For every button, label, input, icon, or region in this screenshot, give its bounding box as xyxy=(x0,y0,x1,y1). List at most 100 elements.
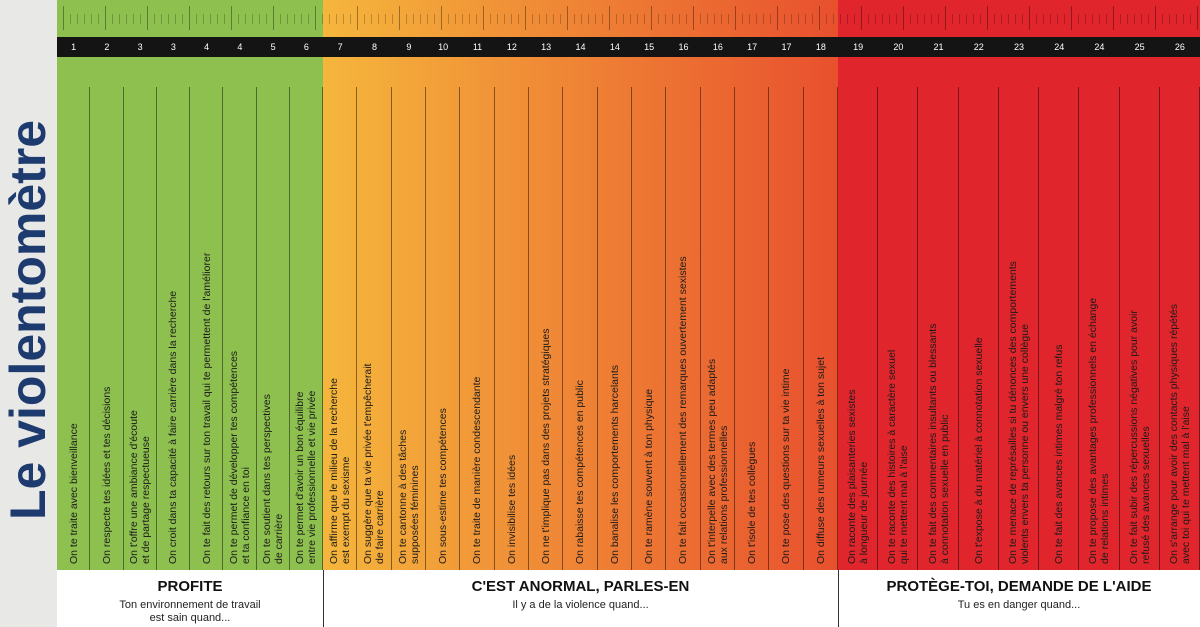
footer-divider xyxy=(323,570,324,627)
behaviour-text: On affirme que le milieu de la recherche… xyxy=(328,378,353,564)
behaviour-text: On te menace de représailles si tu dénon… xyxy=(1006,261,1031,564)
behaviour-column: On diffuse des rumeurs sexuelles à ton s… xyxy=(804,57,838,570)
ruler-tick xyxy=(448,14,449,24)
ruler-tick xyxy=(154,14,155,24)
ruler-tick xyxy=(686,14,687,24)
ruler-tick xyxy=(210,14,211,24)
scale-number: 13 xyxy=(541,42,552,52)
scale-number: 17 xyxy=(747,42,758,52)
ruler-tick xyxy=(826,14,827,24)
ruler-tick xyxy=(903,6,904,30)
ruler-tick xyxy=(889,14,890,24)
behaviour-text: On te permet de développer tes compétenc… xyxy=(227,350,252,564)
ruler-tick xyxy=(336,14,337,24)
ruler-tick xyxy=(1141,14,1142,24)
ruler-tick xyxy=(994,14,995,24)
ruler-tick xyxy=(833,14,834,24)
ruler-tick xyxy=(882,14,883,24)
behaviour-text: On te cantonne à des tâches supposées fé… xyxy=(396,429,421,564)
column-divider xyxy=(222,87,224,570)
ruler-tick xyxy=(238,14,239,24)
ruler-tick xyxy=(567,6,568,30)
zone-subtitle: Tu es en danger quand... xyxy=(957,599,1081,611)
scale-number: 23 xyxy=(1013,42,1024,52)
ruler-tick xyxy=(1162,14,1163,24)
ruler-tick xyxy=(476,14,477,24)
ruler-tick xyxy=(175,14,176,24)
ruler-tick xyxy=(700,14,701,24)
ruler-tick xyxy=(1148,14,1149,24)
ruler-tick xyxy=(70,14,71,24)
scale-number: 5 xyxy=(270,42,276,52)
column-divider xyxy=(836,87,838,570)
ruler-tick xyxy=(1064,14,1065,24)
behaviour-column: On affirme que le milieu de la recherche… xyxy=(323,57,358,570)
column-divider xyxy=(189,87,190,570)
column-divider xyxy=(322,87,323,570)
behaviour-column: On croit dans ta capacité à faire carriè… xyxy=(157,57,190,570)
ruler-tick xyxy=(742,14,743,24)
column-divider xyxy=(997,87,999,570)
ruler-tick xyxy=(763,14,764,24)
scale-number: 15 xyxy=(644,42,655,52)
ruler-tick xyxy=(1169,14,1170,24)
ruler-tick xyxy=(665,14,666,24)
ruler-tick xyxy=(504,14,505,24)
column-divider xyxy=(459,87,461,570)
behaviour-text: On sous-estime tes compétences xyxy=(437,408,450,564)
column-divider xyxy=(733,87,735,570)
ruler-tick xyxy=(518,14,519,24)
ruler-tick xyxy=(91,14,92,24)
scale-number: 14 xyxy=(575,42,586,52)
ruler-tick xyxy=(1183,14,1184,24)
ruler-tick xyxy=(1029,6,1030,30)
ruler-tick xyxy=(896,14,897,24)
ruler-tick xyxy=(707,14,708,24)
ruler-tick xyxy=(105,6,106,30)
zone-green-ruler xyxy=(57,0,323,37)
ruler-tick xyxy=(427,14,428,24)
behaviour-column: On te permet de développer tes compétenc… xyxy=(223,57,257,570)
ruler-tick xyxy=(1043,14,1044,24)
behaviour-text: On ne t'implique pas dans des projets st… xyxy=(540,328,553,564)
ruler-tick xyxy=(959,14,960,24)
column-divider xyxy=(802,87,804,570)
behaviour-text: On t'expose à du matériel à connotation … xyxy=(972,337,985,564)
scale-number: 10 xyxy=(438,42,449,52)
behaviour-text: On te fait occasionnellement des remarqu… xyxy=(677,256,690,564)
behaviour-column: On raconte des plaisanteries sexistes à … xyxy=(838,57,879,570)
ruler-tick xyxy=(392,14,393,24)
ruler-tick xyxy=(588,14,589,24)
ruler-tick xyxy=(819,6,820,30)
behaviour-column: On te traite de manière condescendante xyxy=(460,57,495,570)
column-divider xyxy=(665,87,667,570)
behaviour-column: On invisibilise tes idées xyxy=(495,57,529,570)
ruler-tick xyxy=(1155,6,1156,30)
behaviour-text: On te fait des commentaires insultants o… xyxy=(926,323,951,564)
ruler-tick xyxy=(1190,14,1191,24)
ruler-tick xyxy=(280,14,281,24)
scale-number: 3 xyxy=(170,42,176,52)
column-divider xyxy=(562,87,564,570)
ruler-tick xyxy=(168,14,169,24)
ruler-tick xyxy=(1036,14,1037,24)
ruler-tick xyxy=(357,6,358,30)
scale-number: 17 xyxy=(781,42,792,52)
behaviour-text: On croit dans ta capacité à faire carriè… xyxy=(167,290,180,564)
behaviour-text: On te traite de manière condescendante xyxy=(471,376,484,564)
ruler-tick xyxy=(861,6,862,30)
behaviour-text: On s'arrange pour avoir des contacts phy… xyxy=(1167,304,1192,564)
behaviour-text: On t'interpelle avec des termes peu adap… xyxy=(705,358,730,564)
gradient-background xyxy=(57,57,1200,570)
behaviour-column: On t'isole de tes collègues xyxy=(735,57,770,570)
ruler-tick xyxy=(1092,14,1093,24)
scale-number: 3 xyxy=(137,42,143,52)
ruler-tick xyxy=(441,6,442,30)
ruler-tick xyxy=(147,6,148,30)
ruler-tick xyxy=(161,14,162,24)
ruler-tick xyxy=(560,14,561,24)
ruler-tick xyxy=(371,14,372,24)
ruler-tick xyxy=(63,6,64,30)
behaviour-text: On suggère que ta vie privée t'empêchera… xyxy=(362,363,387,564)
sidebar: Le violentomètre xyxy=(0,0,57,627)
